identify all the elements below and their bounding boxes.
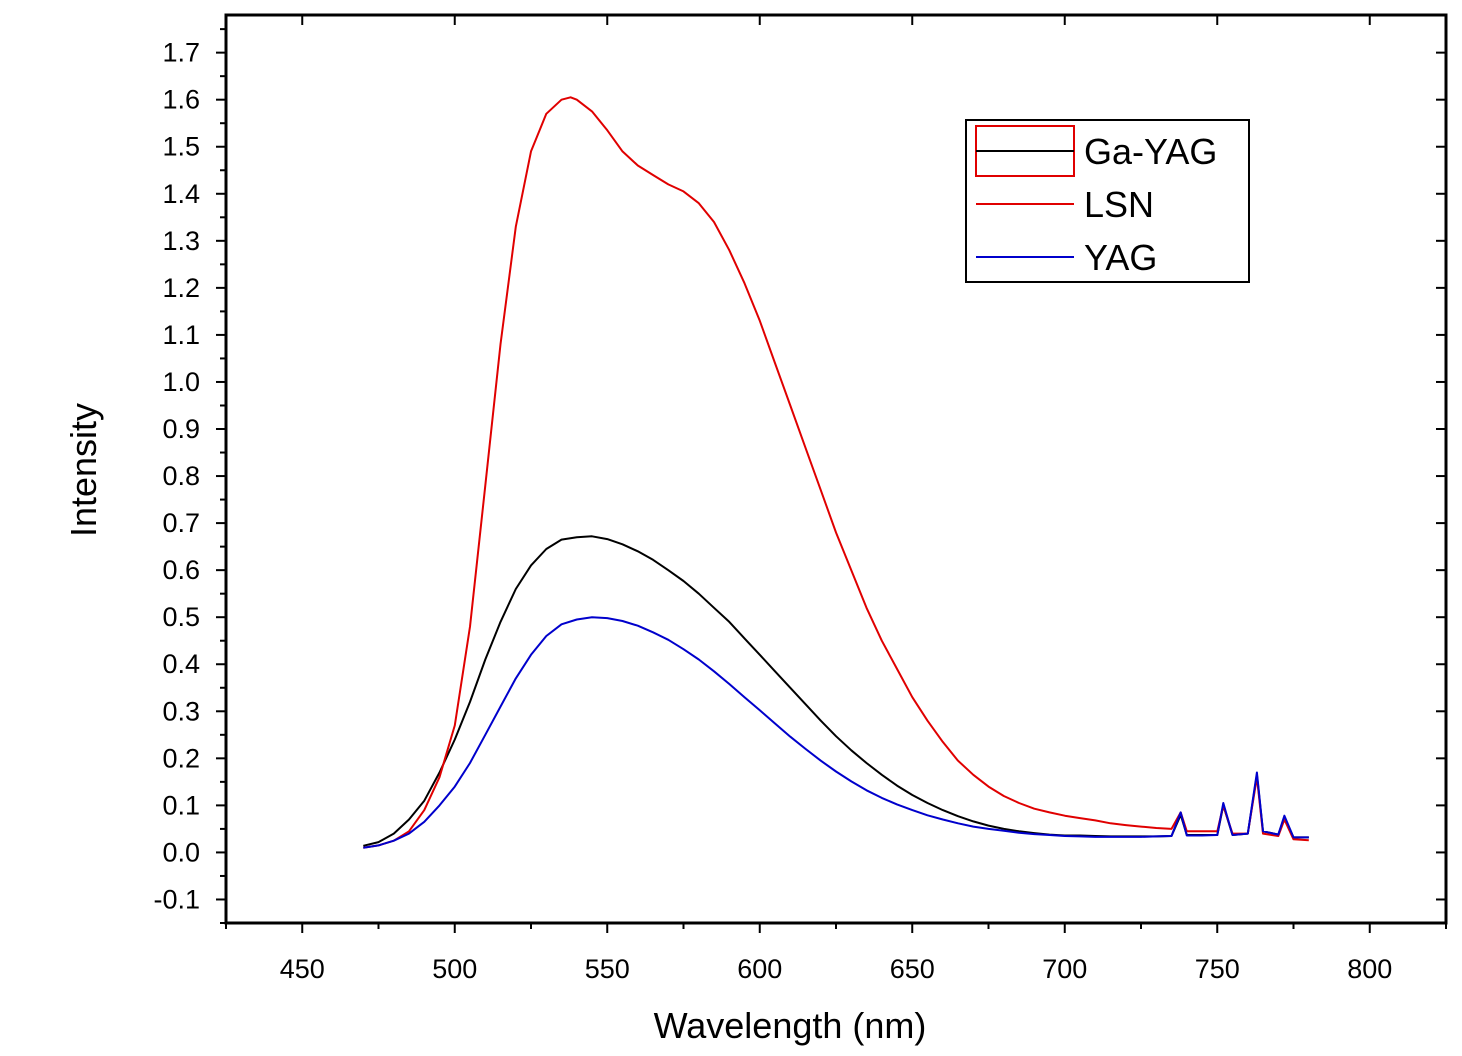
y-axis-title: Intensity <box>63 403 104 537</box>
legend: Ga-YAG LSN YAG <box>965 119 1250 283</box>
y-tick-label: 1.5 <box>162 132 200 162</box>
x-tick-label: 750 <box>1195 954 1240 984</box>
y-tick-label: -0.1 <box>153 884 200 914</box>
series-line-ga-yag <box>363 535 1309 847</box>
y-tick-label: 1.6 <box>162 85 200 115</box>
y-tick-label: 0.6 <box>162 555 200 585</box>
x-tick-label: 700 <box>1042 954 1087 984</box>
x-tick-label: 450 <box>280 954 325 984</box>
y-tick-label: 1.4 <box>162 179 200 209</box>
x-tick-label: 550 <box>585 954 630 984</box>
y-tick-label: 1.0 <box>162 367 200 397</box>
y-tick-label: 0.9 <box>162 414 200 444</box>
plot-frame <box>224 13 1448 925</box>
y-tick-label: 0.7 <box>162 508 200 538</box>
x-axis: 450 500 550 600 650 700 750 800 <box>225 15 1447 984</box>
legend-label-yag: YAG <box>1084 237 1157 278</box>
legend-label-lsn: LSN <box>1084 184 1154 225</box>
y-tick-label: 1.1 <box>162 320 200 350</box>
y-tick-label: 0.2 <box>162 743 200 773</box>
y-tick-label: 1.7 <box>162 38 200 68</box>
y-tick-label: 1.2 <box>162 273 200 303</box>
series-group <box>363 96 1309 849</box>
x-tick-label: 800 <box>1347 954 1392 984</box>
legend-label-ga-yag: Ga-YAG <box>1084 131 1217 172</box>
y-tick-label: 1.3 <box>162 226 200 256</box>
x-tick-label: 600 <box>737 954 782 984</box>
y-tick-label: 0.4 <box>162 649 200 679</box>
y-tick-label: 0.5 <box>162 602 200 632</box>
y-tick-label: 0.3 <box>162 696 200 726</box>
y-tick-label: 0.1 <box>162 790 200 820</box>
x-tick-label: 500 <box>432 954 477 984</box>
y-tick-label: 0.8 <box>162 461 200 491</box>
legend-box <box>965 119 1250 283</box>
series-line-yag <box>363 616 1309 849</box>
x-tick-label: 650 <box>890 954 935 984</box>
y-tick-label: 0.0 <box>162 837 200 867</box>
x-axis-title: Wavelength (nm) <box>654 1005 927 1046</box>
y-axis: -0.1 0.0 0.1 0.2 0.3 0.4 0.5 0.6 0.7 0.8 0.9 1.0 1.1… <box>153 28 1446 924</box>
